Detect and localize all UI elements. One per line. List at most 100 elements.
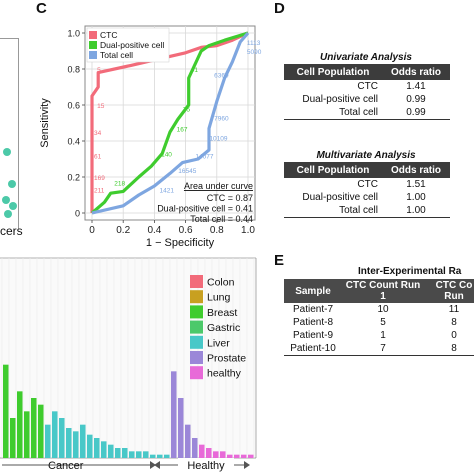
bar	[45, 424, 51, 458]
row-label: CTC	[357, 81, 378, 92]
auc-line: CTC = 0.87	[207, 193, 253, 203]
bar	[164, 454, 170, 458]
cancer-label: Cancer	[48, 460, 84, 472]
legend-label: Liver	[207, 337, 230, 349]
teal-dot	[9, 202, 17, 210]
table-cell: Patient-10	[284, 342, 342, 356]
legend-swatch	[190, 290, 203, 304]
point-label: 5090	[247, 49, 262, 56]
column-header: CTC Count Run 1	[342, 279, 424, 303]
y-tick-label: 0.6	[67, 101, 80, 111]
table-row: CTC 1.51	[284, 178, 450, 191]
bar	[24, 411, 30, 458]
legend-label: Gastric	[207, 322, 240, 334]
teal-dot	[8, 180, 16, 188]
bar	[171, 371, 177, 458]
point-label: 6369	[214, 72, 229, 79]
legend-label: Breast	[207, 307, 237, 319]
point-label: 167	[177, 126, 188, 133]
point-label: 16545	[178, 168, 196, 175]
table-row: Dual-positive cell 1.00	[284, 191, 450, 204]
x-tick-label: 0.8	[210, 225, 224, 236]
row-label: Dual-positive cell	[302, 192, 378, 203]
point-label: 1421	[160, 188, 175, 195]
legend-swatch	[190, 275, 203, 288]
bar	[87, 434, 93, 458]
table-cell: 5	[380, 317, 386, 328]
row-value: 0.99	[381, 106, 450, 120]
table-row: Total cell 1.00	[284, 204, 450, 218]
row-label: CTC	[357, 179, 378, 190]
legend-swatch	[89, 31, 97, 39]
column-header: Cell Population	[284, 162, 382, 178]
table-cell: 11	[448, 304, 460, 315]
bar	[234, 454, 240, 458]
bar	[59, 418, 65, 458]
legend-swatch	[89, 51, 97, 59]
point-label: 61	[94, 153, 102, 160]
point-label: 5	[97, 67, 101, 74]
left-fragment-label: cers	[0, 224, 23, 238]
bar	[80, 424, 86, 458]
bar	[38, 404, 44, 458]
bar	[129, 451, 135, 458]
row-value: 1.00	[381, 204, 450, 218]
column-header: Odds ratio	[381, 162, 450, 178]
table-row: Patient-10 7 8	[284, 342, 474, 356]
table-cell: 10	[377, 304, 389, 315]
auc-line: Dual-positive cell = 0.41	[157, 204, 253, 214]
point-label: 41	[191, 67, 199, 74]
row-label: Dual-positive cell	[302, 94, 378, 105]
bar	[227, 454, 233, 458]
y-tick-label: 0	[75, 209, 80, 219]
legend-swatch	[190, 335, 203, 349]
legend-label: Prostate	[207, 353, 246, 365]
point-label: 15	[97, 103, 105, 110]
column-header: CTC Co Run	[424, 279, 474, 303]
bar	[213, 451, 219, 458]
bar	[3, 364, 9, 458]
legend-swatch	[89, 41, 97, 49]
multivariate-table: Cell Population Odds ratio CTC 1.51 Dual…	[284, 162, 450, 218]
point-label: 211	[94, 188, 105, 195]
legend-swatch	[190, 305, 203, 319]
bar	[10, 418, 16, 458]
table-cell: 7	[342, 342, 424, 356]
table-header-row: Sample CTC Count Run 1 CTC Co Run	[284, 279, 474, 303]
bar	[115, 448, 121, 458]
series-line-total-cell	[91, 31, 250, 215]
bar	[73, 431, 79, 458]
column-header: Odds ratio	[381, 64, 450, 80]
inter-table-title: Inter-Experimental Ra	[358, 266, 462, 277]
auc-line: Total cell = 0.44	[190, 214, 253, 224]
point-label: 10109	[209, 135, 227, 142]
cancer-arrow-head	[150, 461, 156, 469]
teal-dot	[4, 210, 12, 218]
legend-swatch	[190, 366, 203, 380]
y-tick-label: 0.4	[67, 137, 80, 147]
univariate-table: Cell Population Odds ratio CTC 1.41 Dual…	[284, 64, 450, 120]
point-label: 1113	[247, 40, 261, 47]
x-tick-label: 0.2	[116, 225, 130, 236]
table-row: Patient-8 5 8	[284, 316, 474, 329]
bar	[157, 454, 163, 458]
table-cell: Patient-8	[292, 317, 334, 328]
bar	[192, 438, 198, 458]
column-header: Sample	[284, 279, 342, 303]
table-row: CTC 1.41	[284, 80, 450, 93]
table-cell: Patient-9	[292, 330, 334, 341]
healthy-label-bg	[178, 458, 234, 471]
table-cell: Patient-7	[292, 304, 334, 315]
univariate-title: Univariate Analysis	[320, 52, 412, 63]
legend-label: Lung	[207, 292, 231, 304]
series-line-dual-positive-cell	[90, 31, 249, 215]
bar	[185, 424, 191, 458]
legend-label: Total cell	[100, 50, 133, 60]
bar	[94, 438, 100, 458]
point-label: 218	[114, 180, 125, 187]
panel-d-label: D	[274, 0, 285, 17]
point-label: 7960	[214, 116, 229, 123]
x-tick-label: 0	[89, 225, 95, 236]
bar	[248, 454, 254, 458]
